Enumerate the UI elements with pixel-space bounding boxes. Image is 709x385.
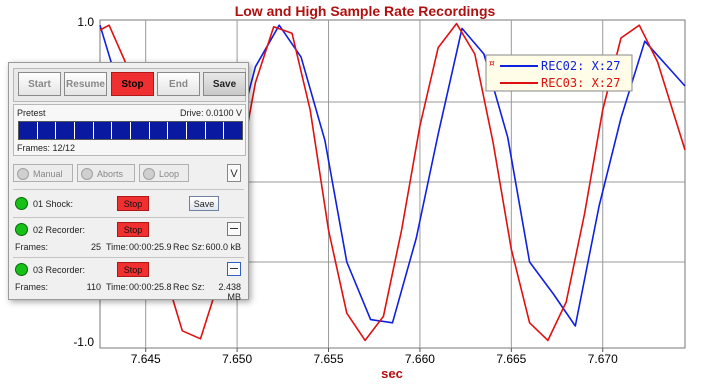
chart-title: Low and High Sample Rate Recordings [235, 3, 496, 19]
frames-counter: Frames: 12/12 [17, 143, 76, 153]
shock-stop-button[interactable]: Stop [117, 196, 149, 211]
x-axis-ticks: 7.645 7.650 7.655 7.660 7.665 7.670 [131, 348, 618, 366]
legend-label-rec03: REC03: X:27 [541, 76, 620, 90]
y-tick-label: 1.0 [77, 15, 94, 29]
recorder-02-info: Frames: 25 Time: 00:00:25.9 Rec Sz: 600.… [13, 242, 244, 254]
recorder-03-label: 03 Recorder: [33, 265, 86, 275]
aborts-toggle[interactable]: Aborts [77, 164, 135, 182]
x-tick-label: 7.645 [131, 352, 161, 366]
pretest-section: Pretest Drive: 0.0100 V Frames: 12/12 [13, 104, 246, 156]
aborts-radio-icon [81, 168, 93, 180]
progress-segment [168, 122, 187, 139]
shock-status-led-icon [15, 197, 28, 210]
progress-segment [19, 122, 37, 139]
progress-segment [112, 122, 131, 139]
x-axis-label: sec [381, 366, 403, 381]
x-tick-label: 7.660 [405, 352, 435, 366]
progress-segment [149, 122, 168, 139]
recorder-03-status-led-icon [15, 263, 28, 276]
loop-toggle[interactable]: Loop [139, 164, 189, 182]
recorder-03-stop-button[interactable]: Stop [117, 262, 149, 277]
recorder-02-collapse-icon[interactable] [227, 222, 241, 236]
loop-radio-icon [143, 168, 155, 180]
x-tick-label: 7.670 [588, 352, 618, 366]
recorder-02-recsz: 600.0 kB [205, 242, 241, 252]
aborts-label: Aborts [97, 169, 124, 179]
divider [13, 189, 244, 190]
time-caption: Time: [106, 242, 129, 252]
frames-caption: Frames: [15, 242, 49, 252]
progress-segment [205, 122, 224, 139]
shock-save-button[interactable]: Save [189, 196, 219, 211]
recorder-03-collapse-icon[interactable] [227, 262, 241, 276]
x-tick-label: 7.650 [222, 352, 252, 366]
start-button[interactable]: Start [18, 72, 61, 96]
recorder-02-time: 00:00:25.9 [129, 242, 172, 252]
mode-toolbar: Manual Aborts Loop V [13, 164, 244, 184]
frames-caption: Frames: [15, 282, 49, 292]
progress-segment [37, 122, 56, 139]
y-axis-ticks: 1.0 -1.0 [73, 15, 94, 349]
series-line-rec03 [99, 22, 686, 342]
pretest-progress-bar [18, 121, 243, 140]
recorder-03-info: Frames: 110 Time: 00:00:25.8 Rec Sz: 2.4… [13, 282, 244, 302]
recorder-03-recsz: 2.438 MB [218, 282, 241, 302]
divider [13, 257, 244, 258]
recorder-02-label: 02 Recorder: [33, 225, 86, 235]
progress-segment [93, 122, 112, 139]
expand-chevron-icon[interactable]: V [227, 164, 241, 182]
recsz-caption: Rec Sz: [173, 242, 205, 252]
manual-toggle[interactable]: Manual [13, 164, 73, 182]
x-tick-label: 7.665 [496, 352, 526, 366]
recording-control-panel: Start Resume Stop End Save Pretest Drive… [8, 62, 249, 302]
loop-label: Loop [159, 169, 180, 179]
progress-segment [187, 122, 205, 139]
recorder-02-status-led-icon [15, 223, 28, 236]
legend-label-rec02: REC02: X:27 [541, 59, 620, 73]
y-tick-label: -1.0 [73, 335, 94, 349]
transport-toolbar: Start Resume Stop End Save [13, 68, 246, 102]
recorder-03-frames: 110 [86, 282, 101, 292]
divider [13, 217, 244, 218]
shock-row: 01 Shock: Stop Save [13, 195, 244, 213]
recorder-03-time: 00:00:25.8 [129, 282, 172, 292]
x-tick-label: 7.655 [314, 352, 344, 366]
progress-segment [131, 122, 149, 139]
legend[interactable]: ¤ REC02: X:27 REC03: X:27 [485, 54, 633, 92]
recorder-02-stop-button[interactable]: Stop [117, 222, 149, 237]
recorder-02-frames: 25 [90, 242, 101, 252]
shock-label: 01 Shock: [33, 199, 74, 209]
recsz-caption: Rec Sz: [173, 282, 205, 292]
progress-segment [56, 122, 75, 139]
recorder-02-row: 02 Recorder: Stop [13, 221, 244, 239]
end-button[interactable]: End [157, 72, 200, 96]
pretest-label: Pretest [17, 108, 46, 118]
recorder-03-row: 03 Recorder: Stop [13, 261, 244, 279]
manual-label: Manual [33, 169, 63, 179]
time-caption: Time: [106, 282, 129, 292]
legend-box [485, 54, 633, 92]
legend-close-icon[interactable]: ¤ [489, 59, 495, 69]
progress-segment [75, 122, 93, 139]
save-button[interactable]: Save [203, 72, 246, 96]
resume-button[interactable]: Resume [64, 72, 107, 96]
manual-radio-icon [17, 168, 29, 180]
progress-segment [224, 122, 243, 139]
drive-readout: Drive: 0.0100 V [179, 108, 242, 118]
stop-button[interactable]: Stop [111, 72, 154, 96]
